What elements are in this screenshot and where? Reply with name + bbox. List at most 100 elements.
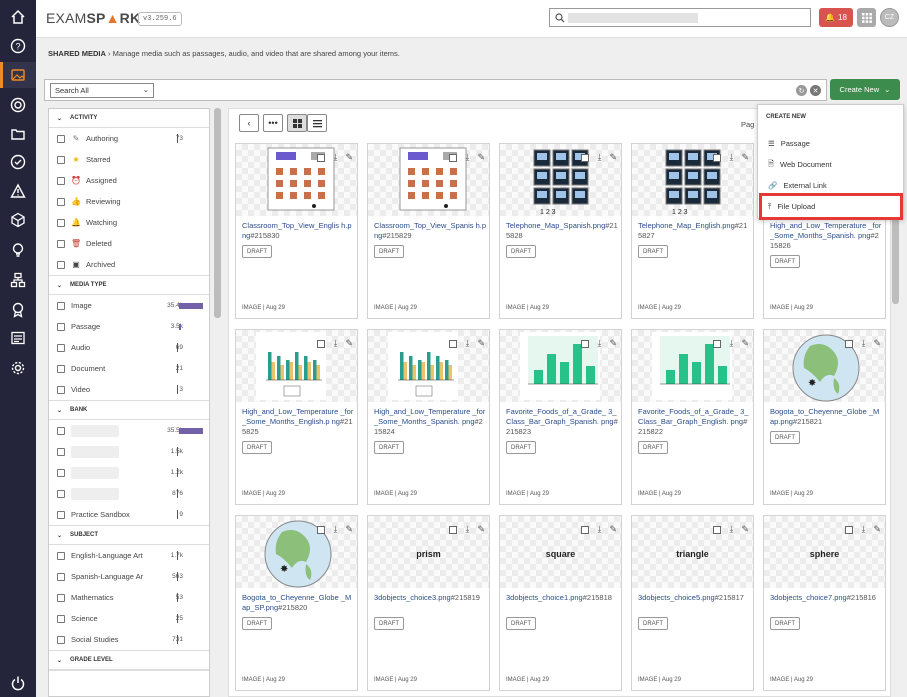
edit-pencil-icon[interactable]: ✎ — [741, 524, 749, 534]
checkbox[interactable] — [57, 468, 65, 477]
download-icon[interactable]: ⤓ — [729, 338, 734, 348]
list-view-button[interactable] — [307, 114, 327, 132]
menu-item-passage[interactable]: ☰ Passage — [768, 139, 810, 148]
download-icon[interactable]: ⤓ — [729, 152, 734, 162]
filter-option[interactable]: 1.5k — [49, 441, 209, 462]
card-title[interactable]: High_and_Low_Temperature _for_Some_Month… — [242, 407, 354, 437]
global-search-input[interactable] — [549, 8, 811, 27]
download-icon[interactable]: ⤓ — [597, 524, 602, 534]
media-card[interactable]: ✸ ⤓ ✎ Bogota_to_Cheyenne_Globe _Map.png#215… — [763, 329, 886, 505]
download-icon[interactable]: ⤓ — [465, 152, 470, 162]
media-card[interactable]: 1 2 3 ⤓ ✎ Telephone_Map_Spanish.png#215828 D… — [499, 143, 622, 319]
menu-item-file-upload[interactable]: ⤒ File Upload — [768, 201, 816, 212]
edit-pencil-icon[interactable]: ✎ — [741, 338, 749, 348]
filter-option[interactable]: 🔔 Watching — [49, 212, 209, 233]
folder-icon[interactable] — [8, 124, 28, 144]
card-title[interactable]: Telephone_Map_Spanish.png#215828 — [506, 221, 618, 241]
media-card[interactable]: ⤓ ✎ Favorite_Foods_of_a_Grade_ 3_Class_Bar… — [499, 329, 622, 505]
checkbox[interactable] — [57, 343, 65, 352]
select-checkbox[interactable] — [581, 525, 590, 534]
media-card[interactable]: ✸ ⤓ ✎ Bogota_to_Cheyenne_Globe _Map_SP.png#… — [235, 515, 358, 691]
filter-option[interactable]: Document 21 — [49, 358, 209, 379]
checkbox[interactable] — [57, 176, 65, 185]
power-icon[interactable] — [8, 673, 28, 693]
media-thumbnail[interactable]: ⤓✎ — [236, 144, 357, 216]
select-checkbox[interactable] — [845, 525, 854, 534]
checkbox[interactable] — [57, 364, 65, 373]
select-checkbox[interactable] — [317, 525, 326, 534]
filter-option[interactable]: 👍 Reviewing — [49, 191, 209, 212]
hierarchy-icon[interactable] — [8, 270, 28, 290]
clear-search-icon[interactable]: ✕ — [810, 85, 821, 96]
filter-option[interactable]: ⏰ Assigned — [49, 170, 209, 191]
card-title[interactable]: Favorite_Foods_of_a_Grade_ 3_Class_Bar_G… — [638, 407, 750, 437]
filter-option[interactable]: Video 3 — [49, 379, 209, 400]
filter-option[interactable]: Science 25 — [49, 608, 209, 629]
grid-view-button[interactable] — [287, 114, 307, 132]
filter-option[interactable]: ▣ Archived — [49, 254, 209, 275]
media-thumbnail[interactable]: ⤓✎ — [632, 330, 753, 402]
filter-option[interactable]: Social Studies731 — [49, 629, 209, 650]
filter-option[interactable]: Audio 69 — [49, 337, 209, 358]
edit-pencil-icon[interactable]: ✎ — [477, 524, 485, 534]
media-card[interactable]: square ⤓ ✎ 3dobjects_choice1.png#215818 DRAF… — [499, 515, 622, 691]
create-new-button[interactable]: Create New ⌄ — [830, 79, 900, 100]
filter-option[interactable]: Spanish-Language Ar563 — [49, 566, 209, 587]
edit-pencil-icon[interactable]: ✎ — [345, 338, 353, 348]
card-title[interactable]: Classroom_Top_View_Spanis h.png#215829 — [374, 221, 486, 241]
checkbox[interactable] — [57, 551, 65, 560]
filter-option[interactable]: Passage 3.5k — [49, 316, 209, 337]
menu-item-external-link[interactable]: 🔗 External Link — [768, 181, 827, 190]
settings-gear-icon[interactable] — [8, 358, 28, 378]
edit-pencil-icon[interactable]: ✎ — [609, 338, 617, 348]
card-title[interactable]: 3dobjects_choice5.png#215817 — [638, 593, 750, 603]
select-checkbox[interactable] — [449, 525, 458, 534]
download-icon[interactable]: ⤓ — [465, 338, 470, 348]
card-title[interactable]: High_and_Low_Temperature _for_Some_Month… — [374, 407, 486, 437]
checkbox[interactable] — [57, 322, 65, 331]
download-icon[interactable]: ⤓ — [333, 338, 338, 348]
more-options-button[interactable]: ••• — [263, 114, 283, 132]
examspark-logo[interactable]: EXAMSP▲RK — [46, 10, 141, 26]
select-checkbox[interactable] — [581, 339, 590, 348]
media-card[interactable]: 1 2 3 ⤓ ✎ Telephone_Map_English.png#215827 D… — [631, 143, 754, 319]
card-title[interactable]: 3dobjects_choice3.png#215819 — [374, 593, 486, 603]
media-thumbnail[interactable]: 1 2 3 ⤓ ✎ — [632, 144, 753, 216]
media-thumbnail[interactable]: ⤓✎ — [236, 330, 357, 402]
download-icon[interactable]: ⤓ — [861, 338, 866, 348]
media-thumbnail[interactable]: ✸ ⤓ ✎ — [764, 330, 885, 402]
user-avatar[interactable]: CZ — [880, 8, 899, 27]
report-icon[interactable] — [8, 328, 28, 348]
media-card[interactable]: ⤓✎High_and_Low_Temperature _for_Some_Mon… — [235, 329, 358, 505]
breadcrumb-section[interactable]: SHARED MEDIA — [48, 49, 106, 58]
checkbox[interactable] — [57, 155, 65, 164]
media-thumbnail[interactable]: sphere ⤓ ✎ — [764, 516, 885, 588]
filter-option[interactable]: English-Language Art 1.7k — [49, 545, 209, 566]
sidebar-scrollbar[interactable] — [214, 108, 221, 318]
checkbox[interactable] — [57, 134, 65, 143]
checkbox[interactable] — [57, 635, 65, 644]
card-title[interactable]: Telephone_Map_English.png#215827 — [638, 221, 750, 241]
search-scope-select[interactable]: Search All ⌄ — [50, 83, 154, 98]
refresh-icon[interactable]: ↻ — [796, 85, 807, 96]
help-icon[interactable]: ? — [8, 36, 28, 56]
lightbulb-icon[interactable] — [8, 240, 28, 260]
edit-pencil-icon[interactable]: ✎ — [873, 338, 881, 348]
media-card[interactable]: sphere ⤓ ✎ 3dobjects_choice7.png#215816 DRAF… — [763, 515, 886, 691]
edit-pencil-icon[interactable]: ✎ — [477, 338, 485, 348]
checkbox[interactable] — [57, 489, 65, 498]
select-checkbox[interactable] — [713, 339, 722, 348]
card-title[interactable]: Classroom_Top_View_Englis h.png#215830 — [242, 221, 354, 241]
media-thumbnail[interactable]: prism ⤓ ✎ — [368, 516, 489, 588]
warning-icon[interactable] — [8, 181, 28, 201]
media-thumbnail[interactable]: ⤓✎ — [368, 330, 489, 402]
edit-pencil-icon[interactable]: ✎ — [741, 152, 749, 162]
download-icon[interactable]: ⤓ — [729, 524, 734, 534]
media-card[interactable]: prism ⤓ ✎ 3dobjects_choice3.png#215819 DRAFT… — [367, 515, 490, 691]
filter-option[interactable]: ✎ Authoring 73 — [49, 128, 209, 149]
checkbox[interactable] — [57, 385, 65, 394]
select-checkbox[interactable] — [317, 153, 326, 162]
select-checkbox[interactable] — [449, 153, 458, 162]
filter-option[interactable]: Image 35.4k — [49, 295, 209, 316]
notifications-button[interactable]: 🔔 18 — [819, 8, 853, 27]
